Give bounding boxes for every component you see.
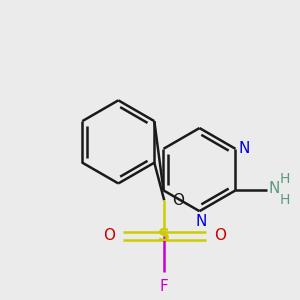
Text: H: H (280, 193, 290, 207)
Text: O: O (172, 193, 184, 208)
Text: O: O (214, 228, 226, 243)
Text: N: N (268, 181, 280, 196)
Text: N: N (238, 141, 250, 156)
Text: S: S (158, 227, 170, 245)
Text: H: H (280, 172, 290, 185)
Text: N: N (196, 214, 207, 229)
Text: O: O (103, 228, 115, 243)
Text: F: F (160, 279, 169, 294)
